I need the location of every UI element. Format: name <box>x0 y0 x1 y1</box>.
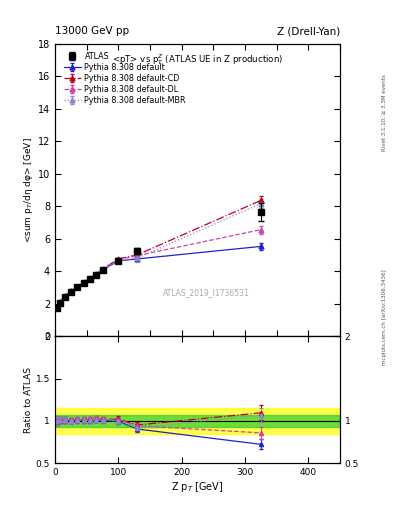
Y-axis label: <sum p$_T$/dη dφ> [GeV]: <sum p$_T$/dη dφ> [GeV] <box>22 137 35 243</box>
Text: mcplots.cern.ch [arXiv:1306.3436]: mcplots.cern.ch [arXiv:1306.3436] <box>382 270 387 365</box>
Text: Rivet 3.1.10, ≥ 3.3M events: Rivet 3.1.10, ≥ 3.3M events <box>382 74 387 151</box>
Text: <pT> vs p$_T^Z$ (ATLAS UE in Z production): <pT> vs p$_T^Z$ (ATLAS UE in Z productio… <box>112 52 283 67</box>
Bar <box>55 408 340 434</box>
Text: Z (Drell-Yan): Z (Drell-Yan) <box>277 26 340 36</box>
Bar <box>55 415 340 427</box>
Text: ATLAS_2019_I1736531: ATLAS_2019_I1736531 <box>163 288 250 297</box>
Text: 13000 GeV pp: 13000 GeV pp <box>55 26 129 36</box>
Legend: ATLAS, Pythia 8.308 default, Pythia 8.308 default-CD, Pythia 8.308 default-DL, P: ATLAS, Pythia 8.308 default, Pythia 8.30… <box>62 51 187 106</box>
Y-axis label: Ratio to ATLAS: Ratio to ATLAS <box>24 367 33 433</box>
X-axis label: Z p$_T$ [GeV]: Z p$_T$ [GeV] <box>171 480 224 494</box>
